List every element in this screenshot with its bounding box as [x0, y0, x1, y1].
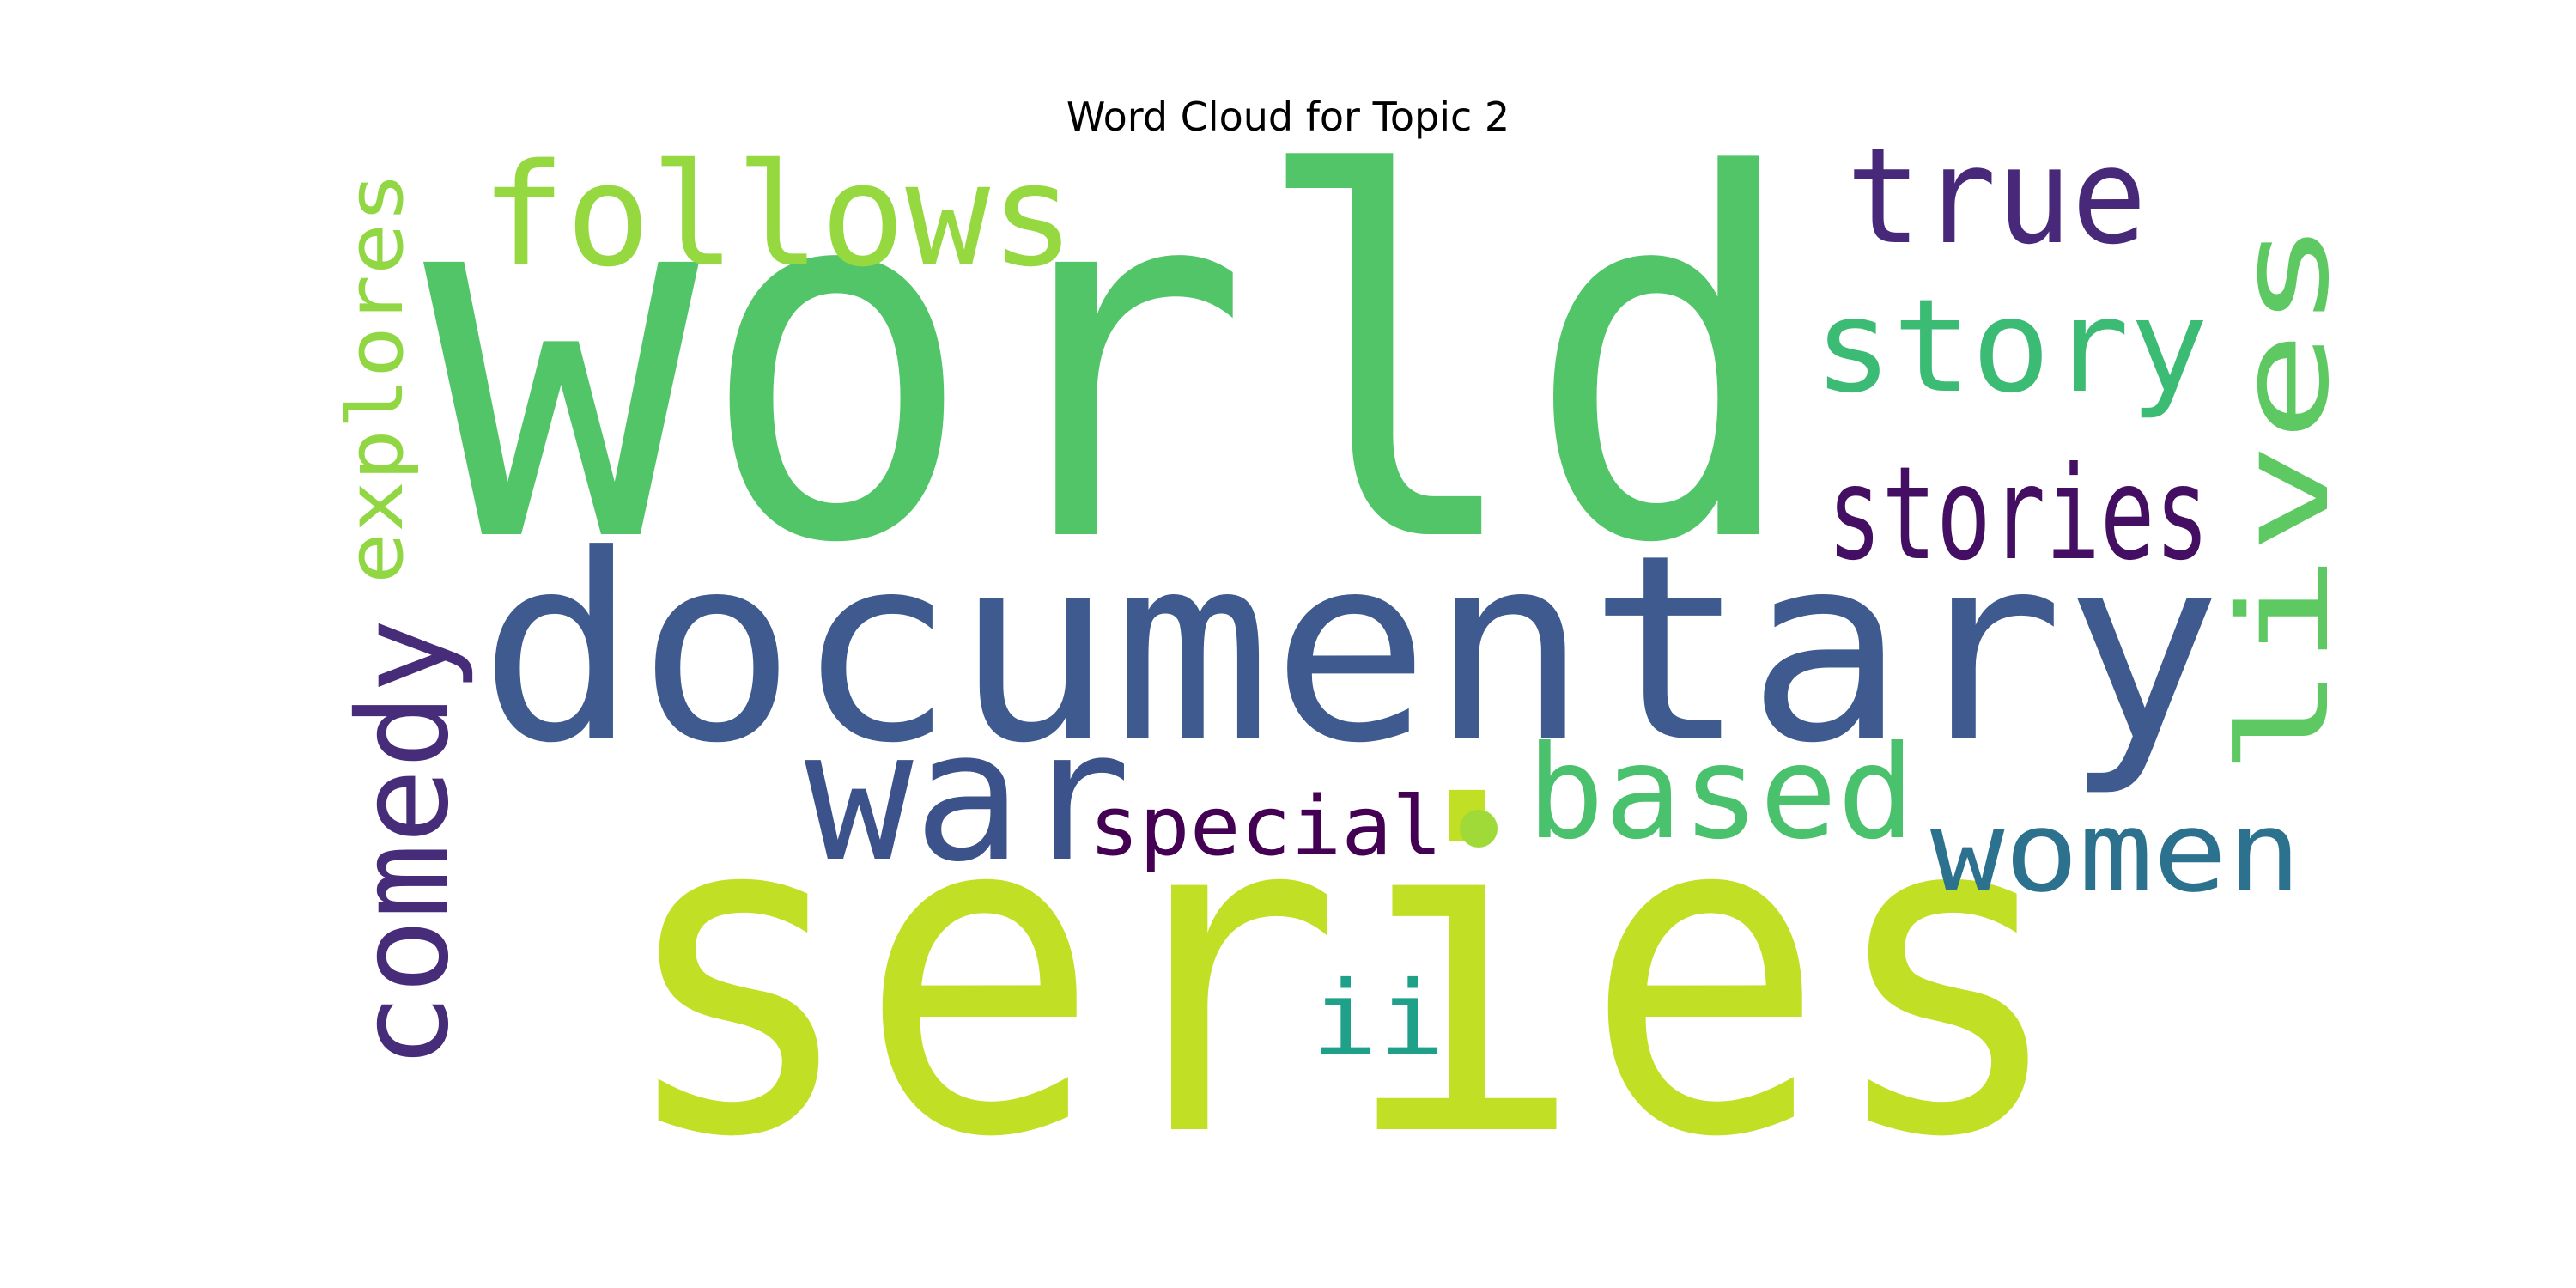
- word-series: series: [617, 714, 2068, 1235]
- word-dot: [1460, 810, 1498, 848]
- word-explores: explores: [331, 172, 421, 584]
- word-true: true: [1846, 118, 2147, 274]
- word-story: story: [1814, 272, 2208, 422]
- word-stories: lives: [2212, 219, 2357, 777]
- word-ii: ii: [1311, 960, 1445, 1079]
- word-world: world: [423, 72, 1801, 652]
- word-war: war: [805, 691, 1131, 902]
- word-women: women: [1930, 787, 2301, 917]
- word-special: special: [1089, 780, 1443, 874]
- word-comedy: comedy: [331, 618, 477, 1069]
- word-follows: follows: [481, 133, 1075, 298]
- word-lives: stories: [1827, 440, 2209, 589]
- chart-title: Word Cloud for Topic 2: [1066, 94, 1510, 140]
- word-based: based: [1527, 719, 1915, 868]
- word-documentary: documentary: [479, 500, 2222, 799]
